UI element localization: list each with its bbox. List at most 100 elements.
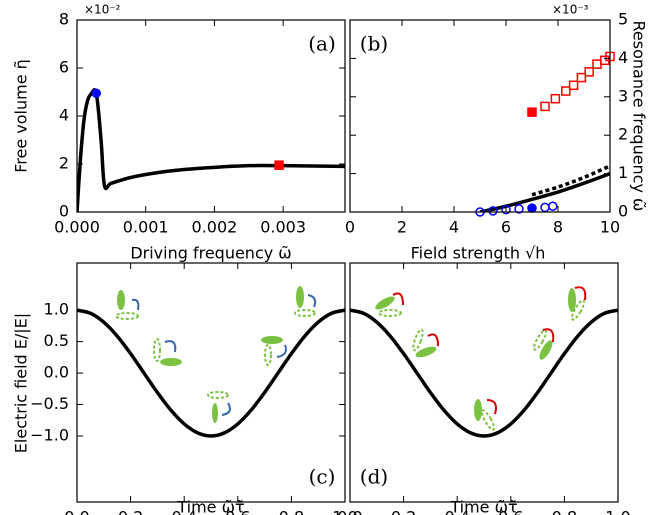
icon xyxy=(131,298,140,311)
x-tick-label: 0.4 xyxy=(171,508,196,515)
marker xyxy=(561,86,571,96)
plot-area xyxy=(77,308,345,438)
y-tick-label: 1 xyxy=(618,163,628,182)
icon xyxy=(264,344,272,366)
x-tick-label: 0.001 xyxy=(123,218,169,237)
icon xyxy=(117,290,125,310)
plot-area xyxy=(77,88,345,212)
icon xyxy=(427,333,439,347)
icon xyxy=(392,292,404,306)
rotor-icons xyxy=(115,286,587,431)
marker xyxy=(91,88,101,98)
y-tick-label: 3 xyxy=(618,86,628,105)
marker xyxy=(514,204,524,214)
x-axis-label: Driving frequency ω̃ xyxy=(130,244,291,263)
icon xyxy=(574,286,587,301)
y-tick-label: 0 xyxy=(618,202,628,221)
y-tick-label: 2 xyxy=(59,154,69,173)
icon xyxy=(568,288,576,312)
icon xyxy=(221,402,231,416)
icon xyxy=(415,346,437,358)
y-tick-label: 4 xyxy=(618,48,628,67)
x-tick-label: 0.4 xyxy=(444,508,469,515)
data-line xyxy=(350,308,618,438)
y-tick-label: 0 xyxy=(59,202,69,221)
data-line xyxy=(479,171,610,212)
y-multiplier: ×10⁻³ xyxy=(552,3,589,17)
icon xyxy=(480,409,496,431)
plot-area xyxy=(479,164,610,212)
y-tick-label: 5 xyxy=(618,10,628,29)
marker xyxy=(274,160,284,170)
y-tick-label: 0.0 xyxy=(44,363,69,382)
data-line xyxy=(77,308,345,438)
icon xyxy=(474,399,482,421)
icon xyxy=(296,286,304,308)
y-axis-label: Electric field E/|E| xyxy=(12,313,31,453)
icon xyxy=(153,338,161,362)
y-tick-label: 6 xyxy=(59,58,69,77)
y-tick-label: 4 xyxy=(59,106,69,125)
marker xyxy=(540,202,550,213)
x-tick-label: 0.0 xyxy=(64,508,89,515)
marker xyxy=(527,203,537,213)
y-tick-label: −0.5 xyxy=(30,394,69,413)
x-tick-label: 1.0 xyxy=(605,508,630,515)
y-tick-label: 1.0 xyxy=(44,300,69,319)
icon xyxy=(294,309,316,317)
icon xyxy=(532,329,548,351)
x-tick-label: 2 xyxy=(397,218,407,237)
panel-label: (c) xyxy=(309,465,336,489)
x-tick-label: 0.8 xyxy=(279,508,304,515)
panel-label: (a) xyxy=(308,32,336,56)
icon xyxy=(486,399,497,415)
y-tick-label: −1.0 xyxy=(30,425,69,444)
x-tick-label: 0.2 xyxy=(391,508,416,515)
x-tick-label: 0.2 xyxy=(118,508,143,515)
y-axis-label: Resonance frequency ω̃ xyxy=(630,21,649,212)
plot-area xyxy=(350,308,618,438)
x-tick-label: 0.6 xyxy=(498,508,523,515)
x-tick-label: 6 xyxy=(501,218,511,237)
x-tick-label: 1.0 xyxy=(332,508,357,515)
y-tick-label: 2 xyxy=(618,125,628,144)
x-tick-label: 8 xyxy=(553,218,563,237)
marker xyxy=(527,107,537,117)
icon xyxy=(164,340,177,353)
icon xyxy=(539,340,553,360)
y-tick-label: 0.5 xyxy=(44,331,69,350)
icon xyxy=(375,296,395,310)
data-line xyxy=(77,88,345,212)
y-multiplier: ×10⁻² xyxy=(84,3,121,17)
x-tick-label: 4 xyxy=(449,218,459,237)
x-tick-label: 0.002 xyxy=(192,218,238,237)
marker xyxy=(576,72,587,83)
marker xyxy=(501,204,511,215)
icon xyxy=(160,358,182,366)
x-tick-label: 0.6 xyxy=(225,508,250,515)
axes-frame xyxy=(76,19,346,213)
icon xyxy=(207,391,229,399)
marker xyxy=(592,59,602,69)
x-tick-label: 0.003 xyxy=(260,218,306,237)
icon xyxy=(307,294,317,308)
icon xyxy=(276,344,287,358)
marker xyxy=(550,93,561,104)
icon xyxy=(412,328,424,352)
x-axis-label: Time ω̃τ̃ xyxy=(449,498,517,515)
x-tick-label: 0.0 xyxy=(337,508,362,515)
marker xyxy=(540,101,550,112)
y-tick-label: 8 xyxy=(59,10,69,29)
icon xyxy=(212,403,218,423)
x-axis-label: Field strength √h xyxy=(411,244,546,263)
marker xyxy=(584,67,594,77)
icon xyxy=(570,299,586,321)
axes-frame xyxy=(349,19,611,213)
marker xyxy=(568,80,579,91)
x-tick-label: 0 xyxy=(345,218,355,237)
panel-label: (d) xyxy=(360,465,388,489)
x-tick-label: 0.000 xyxy=(54,218,100,237)
axes-frame xyxy=(76,262,346,503)
